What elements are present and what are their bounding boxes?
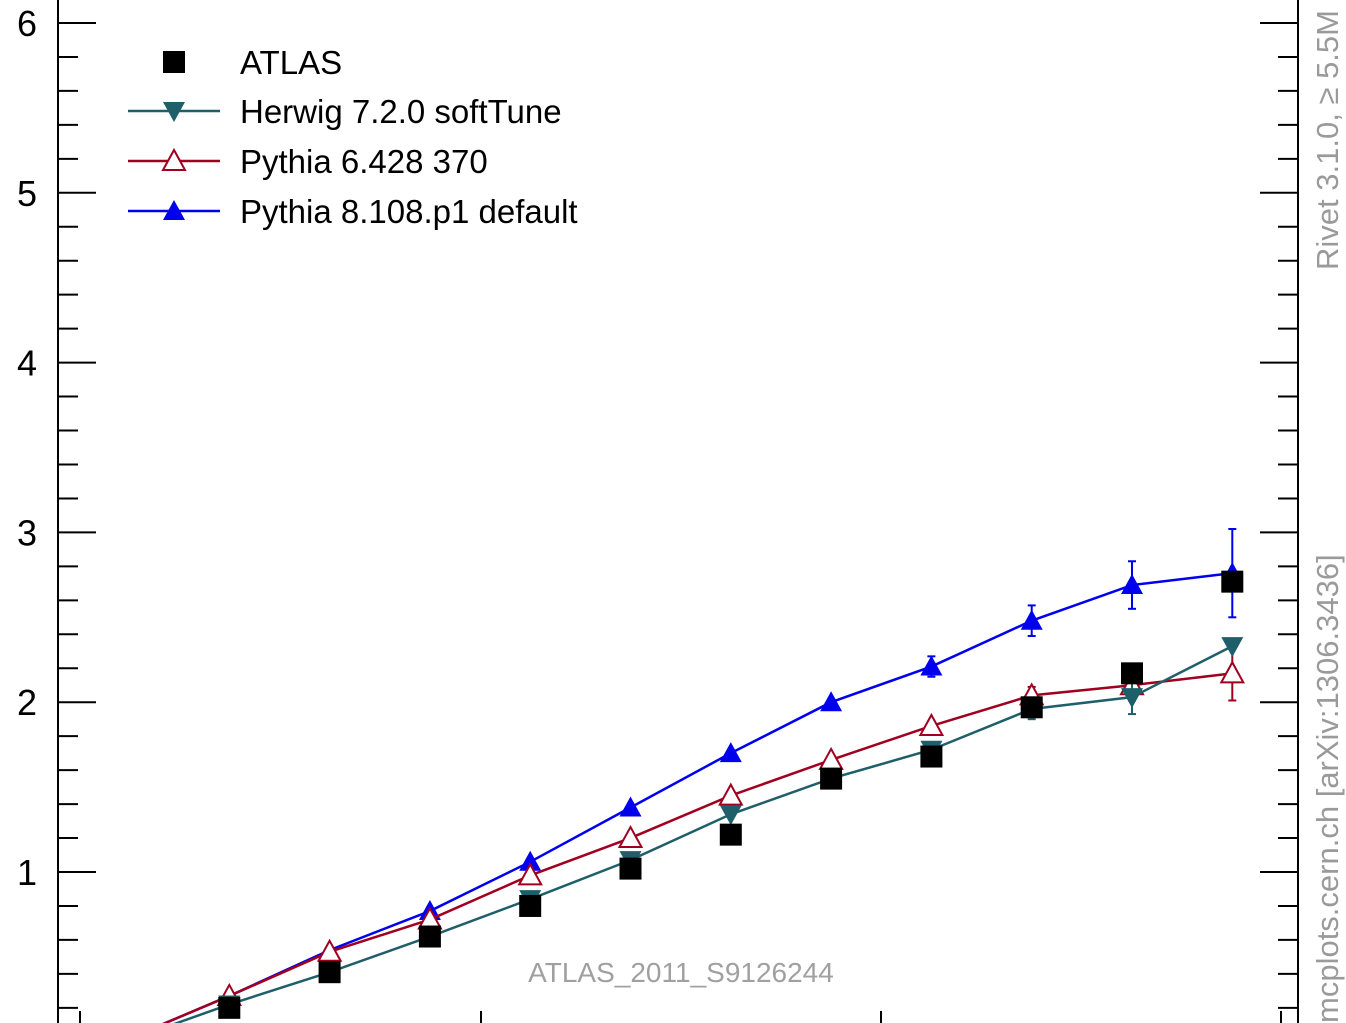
y-tick-label: 3 (17, 512, 37, 553)
series-line (162, 672, 1233, 1023)
series-layer (162, 528, 1245, 1023)
series-atlas (218, 570, 1244, 1019)
legend-marker (163, 102, 185, 122)
y-tick-label: 5 (17, 173, 37, 214)
data-point (818, 746, 844, 770)
data-point (1121, 688, 1143, 709)
data-point (619, 796, 642, 817)
data-point (719, 805, 742, 826)
legend: ATLAS Herwig 7.2.0 softTune Pythia 6.428 3… (128, 44, 578, 230)
legend-label: Herwig 7.2.0 softTune (240, 93, 562, 130)
data-point (1219, 660, 1245, 684)
data-point (1221, 637, 1244, 658)
data-point (718, 782, 744, 806)
data-point (1121, 662, 1143, 685)
data-point (820, 691, 843, 712)
analysis-annotation: ATLAS_2011_S9126244 (528, 957, 834, 988)
data-point (1221, 570, 1244, 593)
data-point (316, 938, 343, 962)
data-point (617, 824, 644, 849)
data-point (519, 894, 542, 917)
y-tick-label: 1 (17, 852, 37, 893)
data-point (719, 823, 742, 846)
data-point (1020, 696, 1043, 719)
data-point (1121, 574, 1143, 595)
y-tick-label: 2 (17, 682, 37, 723)
series-pythia-8-108-p1-default (162, 528, 1244, 1023)
plot-frame (57, 0, 1299, 1023)
data-point (519, 850, 542, 871)
data-point (619, 857, 642, 880)
data-point (1020, 609, 1043, 630)
y-tick-label: 6 (17, 3, 37, 44)
rivet-version-label: Rivet 3.1.0, ≥ 5.5M (1310, 10, 1345, 270)
series-line (173, 645, 1233, 1023)
data-point (920, 745, 943, 768)
axis-ticks: 1 2 3 4 5 6 (17, 3, 1298, 1023)
data-point (318, 961, 341, 984)
data-point (719, 742, 742, 763)
data-point (918, 712, 945, 736)
data-point (920, 655, 943, 676)
legend-marker (163, 200, 185, 220)
mcplots-source-label: mcplots.cern.ch [arXiv:1306.3436] (1310, 554, 1345, 1023)
legend-label: ATLAS (240, 44, 342, 81)
legend-marker (161, 147, 187, 171)
data-point (418, 925, 441, 948)
legend-marker (163, 51, 185, 73)
legend-label: Pythia 8.108.p1 default (240, 193, 578, 230)
series-line (162, 571, 1233, 1023)
legend-label: Pythia 6.428 370 (240, 143, 488, 180)
data-point (517, 862, 543, 886)
data-point (218, 996, 241, 1019)
y-tick-label: 4 (17, 343, 37, 384)
data-point (820, 767, 843, 790)
